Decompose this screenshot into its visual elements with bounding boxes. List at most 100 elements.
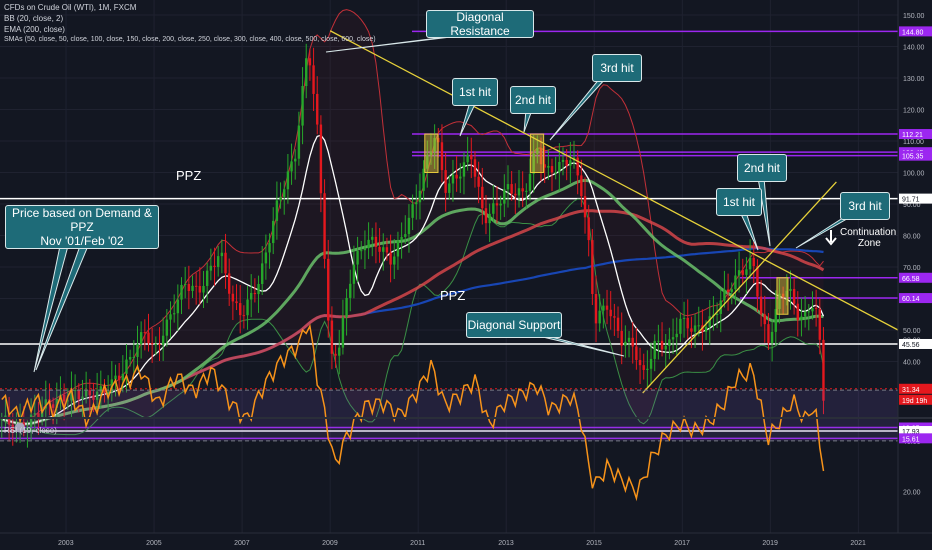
candle-body xyxy=(660,340,664,350)
candle-body xyxy=(132,356,136,358)
candle-body xyxy=(283,189,286,197)
candle-body xyxy=(763,314,766,325)
candle-body xyxy=(92,395,95,400)
candle-body xyxy=(66,400,69,402)
candle-body xyxy=(488,213,491,224)
candle-body xyxy=(624,341,627,346)
candle-body xyxy=(143,332,147,334)
candle-body xyxy=(649,358,653,369)
countdown-tag-bg xyxy=(899,394,932,405)
candle-body xyxy=(316,93,319,125)
candle-body xyxy=(279,196,282,201)
candle-body xyxy=(429,151,433,156)
candle-body xyxy=(492,203,495,214)
candle-body xyxy=(33,413,36,415)
candle-body xyxy=(268,243,271,253)
candle-body xyxy=(521,188,524,192)
candle-body xyxy=(202,285,205,293)
candle-body xyxy=(697,325,700,327)
level-tag-bg xyxy=(899,293,932,304)
candle-body xyxy=(169,314,172,320)
candle-body xyxy=(759,296,763,315)
callout-third-hit-upper: 3rd hit xyxy=(592,54,642,82)
candle-body xyxy=(730,289,733,293)
candle-body xyxy=(664,345,667,350)
candle-body xyxy=(114,375,117,380)
candle-body xyxy=(756,266,759,297)
callout-second-hit-lower: 2nd hit xyxy=(737,154,787,182)
candle-body xyxy=(448,183,451,193)
y-tick-label: 70.00 xyxy=(903,265,921,272)
candle-body xyxy=(473,159,477,177)
candle-body xyxy=(393,256,396,265)
candle-body xyxy=(88,390,91,396)
y-tick-label: 50.00 xyxy=(903,328,921,335)
candle-body xyxy=(737,270,741,276)
candle-body xyxy=(506,184,510,190)
candle-body xyxy=(77,390,80,400)
candle-body xyxy=(433,137,436,152)
candle-body xyxy=(583,196,587,218)
candle-body xyxy=(745,269,748,275)
candle-body xyxy=(227,273,231,294)
level-tag-label: 66.58 xyxy=(902,276,920,283)
level-tag-bg xyxy=(899,193,932,204)
candle-body xyxy=(668,339,671,346)
level-tag-bg xyxy=(899,338,932,349)
bb-lower-line xyxy=(1,198,824,436)
candle-body xyxy=(690,328,693,332)
candle-body xyxy=(198,286,202,293)
candle-body xyxy=(371,236,374,240)
candle-body xyxy=(800,316,803,321)
y-tick-label: 120.00 xyxy=(903,108,925,115)
candle-body xyxy=(792,288,796,304)
candle-body xyxy=(301,86,304,126)
callout-pointers xyxy=(33,33,854,373)
candle-body xyxy=(723,289,726,301)
candle-body xyxy=(0,419,3,421)
candle-body xyxy=(305,58,308,87)
candle-body xyxy=(561,159,565,162)
candle-body xyxy=(774,309,777,332)
candle-body xyxy=(418,190,422,203)
bb-legend: BB (20, close, 2) xyxy=(4,14,64,23)
candle-body xyxy=(558,161,561,173)
candle-body xyxy=(29,414,33,427)
candle-body xyxy=(554,172,557,174)
candle-body xyxy=(139,332,143,345)
candle-body xyxy=(385,247,389,253)
candle-body xyxy=(209,265,213,271)
callout-price-based: Price based on Demand & PPZ Nov '01/Feb … xyxy=(5,205,159,249)
smas-legend: SMAs (50, close, 50, close, 100, close, … xyxy=(4,36,376,43)
candle-body xyxy=(125,359,128,374)
hit-zone xyxy=(529,133,545,174)
callout-first-hit-upper: 1st hit xyxy=(452,78,498,106)
candle-body xyxy=(594,293,598,324)
down-arrow-icon xyxy=(825,230,837,246)
candle-body xyxy=(158,343,161,345)
candle-body xyxy=(785,290,788,297)
candle-body xyxy=(481,186,484,209)
candle-body xyxy=(411,204,414,218)
x-tick-label: 2019 xyxy=(762,540,778,547)
candle-body xyxy=(609,309,612,317)
y-tick-label: 110.00 xyxy=(903,139,924,146)
candle-body xyxy=(242,315,246,317)
candle-body xyxy=(81,396,84,400)
candle-body xyxy=(818,308,821,340)
candle-body xyxy=(407,217,411,235)
level-tag-label: 15.61 xyxy=(902,436,920,443)
candle-body xyxy=(741,270,744,275)
level-tag-bg xyxy=(899,272,932,283)
candle-body xyxy=(161,335,165,345)
x-tick-label: 2017 xyxy=(674,540,690,547)
candle-body xyxy=(176,299,180,314)
candle-body xyxy=(715,313,719,315)
candle-body xyxy=(440,142,444,171)
candle-body xyxy=(543,164,546,168)
candle-body xyxy=(525,190,528,192)
candle-body xyxy=(510,184,513,194)
candle-body xyxy=(264,252,268,264)
candle-body xyxy=(150,343,154,345)
